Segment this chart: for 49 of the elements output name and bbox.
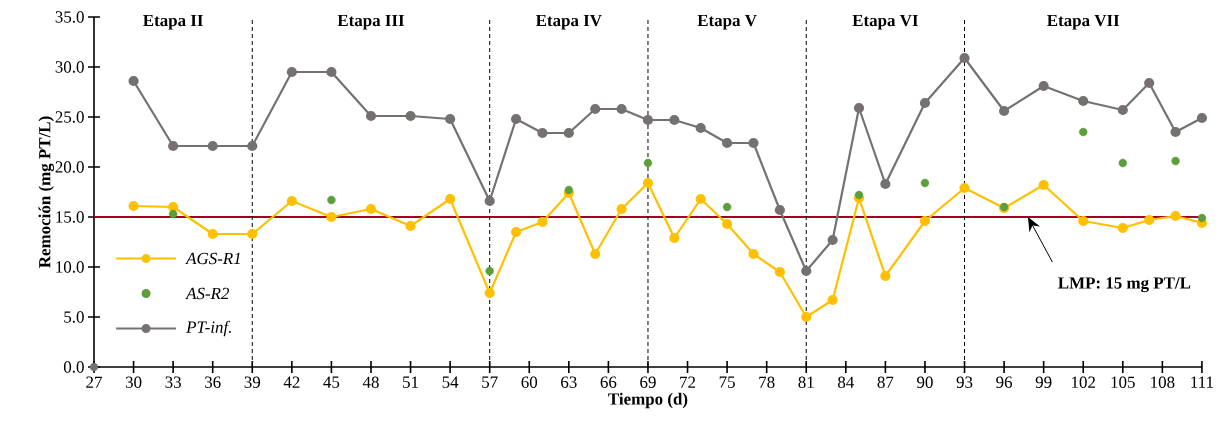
x-tick-label: 30 [125, 376, 142, 388]
x-tick-label: 93 [956, 376, 973, 388]
x-tick-label: 105 [1111, 376, 1135, 388]
x-tick-label: 66 [600, 376, 617, 388]
x-axis-title: Tiempo (d) [608, 392, 688, 409]
x-tick-label: 27 [86, 376, 102, 388]
x-tick-label: 63 [561, 376, 577, 388]
x-tick-label: 81 [798, 376, 814, 388]
x-tick-label: 57 [482, 376, 498, 388]
x-tick-label: 36 [205, 376, 221, 388]
annotation: Etapa IV [535, 14, 602, 30]
annotation: Etapa V [697, 14, 757, 30]
x-tick-label: 42 [283, 376, 300, 388]
y-tick-label: 25.0 [55, 111, 84, 123]
y-axis-title: Remoción (mg PT/L) [38, 116, 54, 268]
x-tick-label: 54 [442, 376, 459, 388]
x-tick-label: 48 [362, 376, 379, 388]
x-tick-label: 111 [1191, 376, 1213, 388]
annotation: Etapa VI [852, 14, 918, 30]
x-tick-label: 90 [917, 376, 933, 388]
x-tick-label: 45 [323, 376, 340, 388]
legend-label: AGS-R1 [185, 252, 240, 265]
legend-label: PT-inf. [186, 320, 231, 337]
x-tick-label: 96 [996, 376, 1013, 388]
annotation: Etapa III [337, 14, 405, 30]
x-tick-label: 108 [1151, 376, 1175, 388]
x-tick-label: 102 [1072, 376, 1095, 388]
x-tick-label: 72 [680, 376, 696, 388]
annotation: Etapa II [143, 14, 203, 30]
y-tick-label: 15.0 [56, 211, 84, 223]
x-tick-label: 99 [1035, 376, 1052, 388]
y-tick-label: 10.0 [56, 261, 84, 273]
x-tick-label: 84 [837, 376, 855, 388]
legend-label: AS-R2 [185, 287, 230, 300]
x-tick-label: 75 [719, 376, 735, 388]
y-tick-label: 20.0 [55, 161, 84, 173]
annotation: Etapa VII [1047, 14, 1120, 30]
x-tick-label: 33 [165, 376, 181, 388]
y-tick-label: 5.0 [64, 311, 84, 323]
y-tick-label: 0.0 [63, 361, 84, 373]
x-tick-label: 78 [759, 376, 775, 388]
x-tick-label: 39 [244, 376, 261, 388]
x-tick-label: 60 [521, 376, 538, 388]
x-tick-label: 51 [403, 376, 419, 388]
y-tick-label: 35.0 [55, 11, 84, 23]
y-tick-label: 30.0 [55, 61, 84, 73]
ref-line-label: LMP: 15 mg PT/L [1058, 277, 1191, 293]
x-tick-label: 87 [877, 376, 894, 388]
x-tick-label: 69 [640, 376, 656, 388]
